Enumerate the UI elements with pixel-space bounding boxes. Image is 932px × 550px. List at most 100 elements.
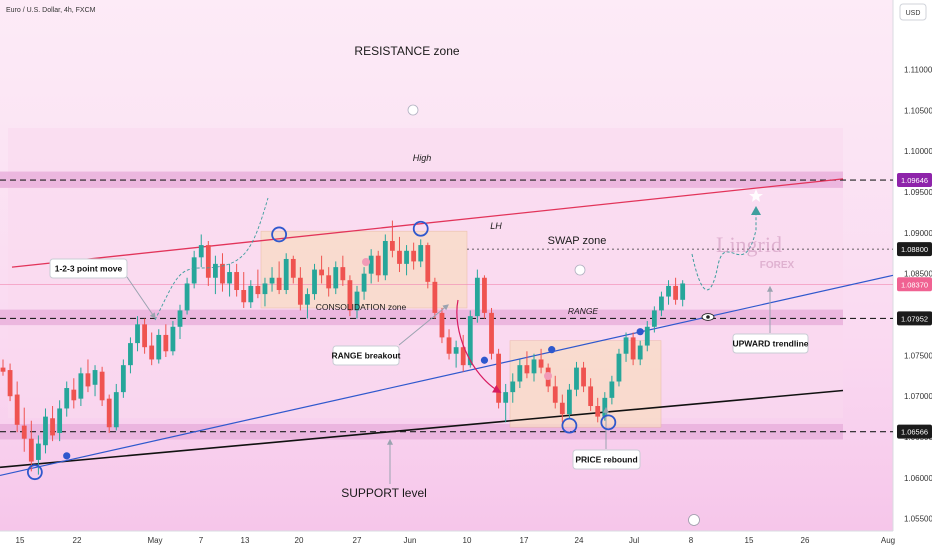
price-tag[interactable] bbox=[897, 424, 932, 439]
candle-body[interactable] bbox=[78, 373, 84, 399]
candle-body[interactable] bbox=[85, 373, 91, 387]
price-tag[interactable] bbox=[897, 242, 932, 257]
candle-body[interactable] bbox=[262, 283, 268, 295]
candle-body[interactable] bbox=[36, 443, 41, 460]
candle-body[interactable] bbox=[510, 381, 516, 393]
candle-body[interactable] bbox=[283, 258, 289, 291]
candle-body[interactable] bbox=[149, 345, 155, 360]
candle-body[interactable] bbox=[616, 353, 622, 382]
candle-body[interactable] bbox=[397, 250, 402, 264]
candle-body[interactable] bbox=[205, 245, 211, 278]
upward-trendline[interactable] bbox=[0, 274, 894, 477]
lightning-icon[interactable] bbox=[688, 514, 700, 526]
candle-body[interactable] bbox=[425, 245, 431, 282]
candle-body[interactable] bbox=[135, 324, 140, 344]
alert-icon[interactable] bbox=[407, 104, 419, 116]
flag-icon[interactable] bbox=[574, 264, 586, 276]
candle-body[interactable] bbox=[623, 337, 629, 354]
candle-body[interactable] bbox=[673, 285, 678, 300]
candle-body[interactable] bbox=[220, 263, 225, 284]
currency-badge[interactable] bbox=[899, 3, 927, 21]
candle-body[interactable] bbox=[305, 294, 310, 305]
candle-body[interactable] bbox=[14, 394, 20, 425]
candle-body[interactable] bbox=[312, 269, 317, 295]
candle-body[interactable] bbox=[411, 250, 417, 262]
candle-body[interactable] bbox=[588, 386, 594, 407]
candle-body[interactable] bbox=[191, 257, 197, 284]
candle-body[interactable] bbox=[57, 408, 63, 433]
support-trendline[interactable] bbox=[0, 389, 844, 469]
candle-body[interactable] bbox=[467, 316, 473, 366]
candle-body[interactable] bbox=[446, 337, 452, 354]
candle-body[interactable] bbox=[595, 406, 601, 417]
candle-body[interactable] bbox=[184, 283, 190, 311]
candle-body[interactable] bbox=[21, 425, 27, 439]
candle-body[interactable] bbox=[368, 255, 374, 274]
candle-body[interactable] bbox=[496, 353, 501, 403]
candle-body[interactable] bbox=[142, 324, 147, 348]
candle-body[interactable] bbox=[227, 272, 232, 284]
candle-body[interactable] bbox=[644, 326, 650, 346]
candle-body[interactable] bbox=[170, 326, 176, 352]
candle-body[interactable] bbox=[666, 285, 671, 297]
candle-body[interactable] bbox=[128, 343, 133, 366]
candle-body[interactable] bbox=[347, 280, 353, 311]
candle-body[interactable] bbox=[248, 285, 254, 303]
candle-body[interactable] bbox=[637, 345, 643, 360]
candle-body[interactable] bbox=[92, 370, 98, 385]
candle-body[interactable] bbox=[213, 263, 218, 278]
candle-body[interactable] bbox=[382, 240, 388, 276]
candle-body[interactable] bbox=[163, 334, 169, 352]
candle-body[interactable] bbox=[99, 371, 105, 401]
candle-body[interactable] bbox=[326, 275, 332, 289]
price-tag[interactable] bbox=[897, 173, 932, 188]
candle-body[interactable] bbox=[106, 398, 112, 428]
candle-body[interactable] bbox=[630, 337, 636, 360]
candle-body[interactable] bbox=[198, 245, 204, 258]
candle-body[interactable] bbox=[255, 285, 261, 295]
candle-body[interactable] bbox=[156, 334, 162, 360]
candle-body[interactable] bbox=[375, 255, 381, 276]
candle-body[interactable] bbox=[276, 277, 282, 291]
candle-body[interactable] bbox=[482, 277, 487, 313]
candle-body[interactable] bbox=[474, 277, 480, 317]
candle-body[interactable] bbox=[659, 296, 664, 311]
candle-body[interactable] bbox=[64, 388, 70, 409]
candle-body[interactable] bbox=[651, 310, 657, 327]
candle-body[interactable] bbox=[43, 416, 48, 446]
candle-body[interactable] bbox=[559, 402, 565, 415]
candle-body[interactable] bbox=[439, 312, 445, 338]
candle-body[interactable] bbox=[524, 365, 530, 374]
candle-body[interactable] bbox=[503, 392, 509, 403]
candle-body[interactable] bbox=[7, 370, 13, 397]
candle-body[interactable] bbox=[28, 438, 34, 462]
candle-body[interactable] bbox=[269, 277, 275, 284]
price-tag[interactable] bbox=[897, 277, 932, 292]
resistance-trendline[interactable] bbox=[11, 178, 844, 268]
candle-body[interactable] bbox=[574, 367, 579, 390]
candle-body[interactable] bbox=[354, 291, 360, 311]
candle-body[interactable] bbox=[333, 267, 339, 289]
candle-body[interactable] bbox=[361, 273, 367, 292]
candle-body[interactable] bbox=[340, 267, 346, 281]
candle-body[interactable] bbox=[404, 250, 409, 264]
candle-body[interactable] bbox=[581, 367, 586, 387]
candle-body[interactable] bbox=[609, 381, 615, 398]
candle-body[interactable] bbox=[460, 347, 466, 366]
price-tag[interactable] bbox=[897, 311, 932, 326]
candle-body[interactable] bbox=[290, 258, 296, 278]
candle-body[interactable] bbox=[113, 392, 119, 428]
candle-body[interactable] bbox=[489, 312, 494, 354]
candle-body[interactable] bbox=[517, 365, 523, 382]
candle-body[interactable] bbox=[177, 310, 183, 327]
candle-body[interactable] bbox=[241, 290, 247, 303]
candle-body[interactable] bbox=[50, 418, 55, 436]
candle-body[interactable] bbox=[71, 389, 77, 401]
candle-body[interactable] bbox=[531, 359, 537, 374]
candle-body[interactable] bbox=[390, 240, 395, 251]
candle-body[interactable] bbox=[432, 281, 438, 313]
candle-body[interactable] bbox=[234, 272, 240, 291]
candle-body[interactable] bbox=[538, 359, 544, 368]
candle-body[interactable] bbox=[552, 386, 558, 403]
